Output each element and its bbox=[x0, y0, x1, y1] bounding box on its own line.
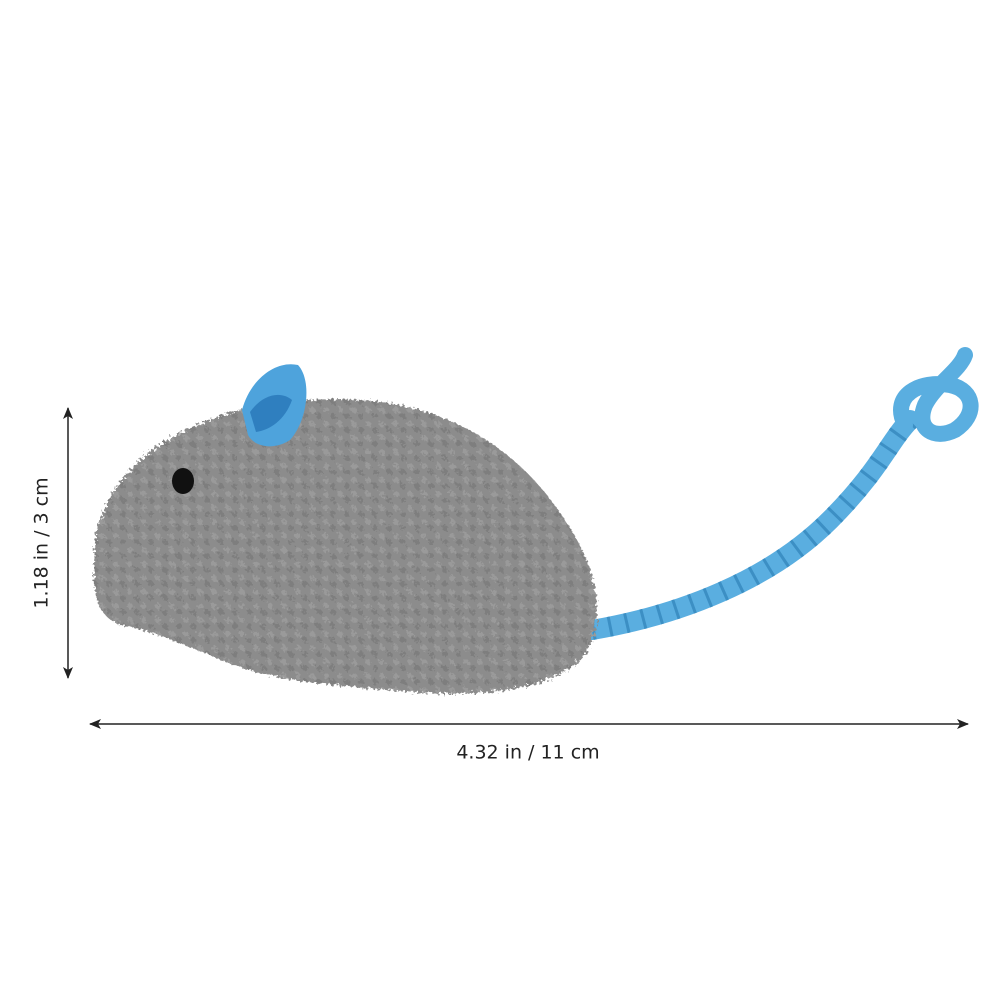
width-label: 4.32 in / 11 cm bbox=[456, 742, 599, 764]
tail bbox=[582, 347, 979, 640]
ear bbox=[242, 364, 307, 447]
height-label: 1.18 in / 3 cm bbox=[31, 477, 53, 608]
mouse-body bbox=[94, 399, 597, 694]
